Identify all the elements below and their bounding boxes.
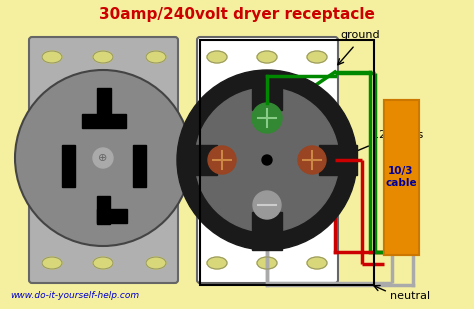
Circle shape <box>262 155 272 165</box>
Circle shape <box>252 103 282 133</box>
Text: neutral: neutral <box>390 291 430 301</box>
Bar <box>97 88 111 116</box>
Circle shape <box>298 146 326 174</box>
Ellipse shape <box>207 257 227 269</box>
Ellipse shape <box>257 51 277 63</box>
Ellipse shape <box>307 257 327 269</box>
Bar <box>97 196 110 224</box>
Text: 30amp/240volt dryer receptacle: 30amp/240volt dryer receptacle <box>99 6 375 22</box>
Circle shape <box>93 148 113 168</box>
Ellipse shape <box>146 51 166 63</box>
Ellipse shape <box>93 51 113 63</box>
Bar <box>252 212 282 250</box>
Ellipse shape <box>257 257 277 269</box>
Ellipse shape <box>146 257 166 269</box>
Circle shape <box>195 88 339 232</box>
Ellipse shape <box>42 257 62 269</box>
Circle shape <box>253 191 281 219</box>
Bar <box>319 145 357 175</box>
FancyBboxPatch shape <box>29 37 178 283</box>
Bar <box>62 145 75 187</box>
Text: ground: ground <box>340 30 380 40</box>
Text: 10/3
cable: 10/3 cable <box>384 166 418 188</box>
Text: 120 volts: 120 volts <box>372 130 423 140</box>
Ellipse shape <box>42 51 62 63</box>
FancyBboxPatch shape <box>197 37 338 283</box>
Circle shape <box>208 146 236 174</box>
Circle shape <box>15 70 191 246</box>
Bar <box>384 100 419 255</box>
Bar <box>200 40 374 285</box>
Ellipse shape <box>207 51 227 63</box>
Text: 10/3
cable: 10/3 cable <box>385 166 417 188</box>
Bar <box>97 209 127 223</box>
Bar <box>179 145 217 175</box>
Ellipse shape <box>93 257 113 269</box>
Bar <box>252 72 282 110</box>
Ellipse shape <box>307 51 327 63</box>
Text: 120 volts: 120 volts <box>135 143 186 153</box>
Circle shape <box>177 70 357 250</box>
Bar <box>133 145 146 187</box>
Bar <box>384 100 419 255</box>
Text: www.do-it-yourself-help.com: www.do-it-yourself-help.com <box>10 291 139 300</box>
Text: ⊕: ⊕ <box>98 153 108 163</box>
Bar <box>82 114 126 128</box>
